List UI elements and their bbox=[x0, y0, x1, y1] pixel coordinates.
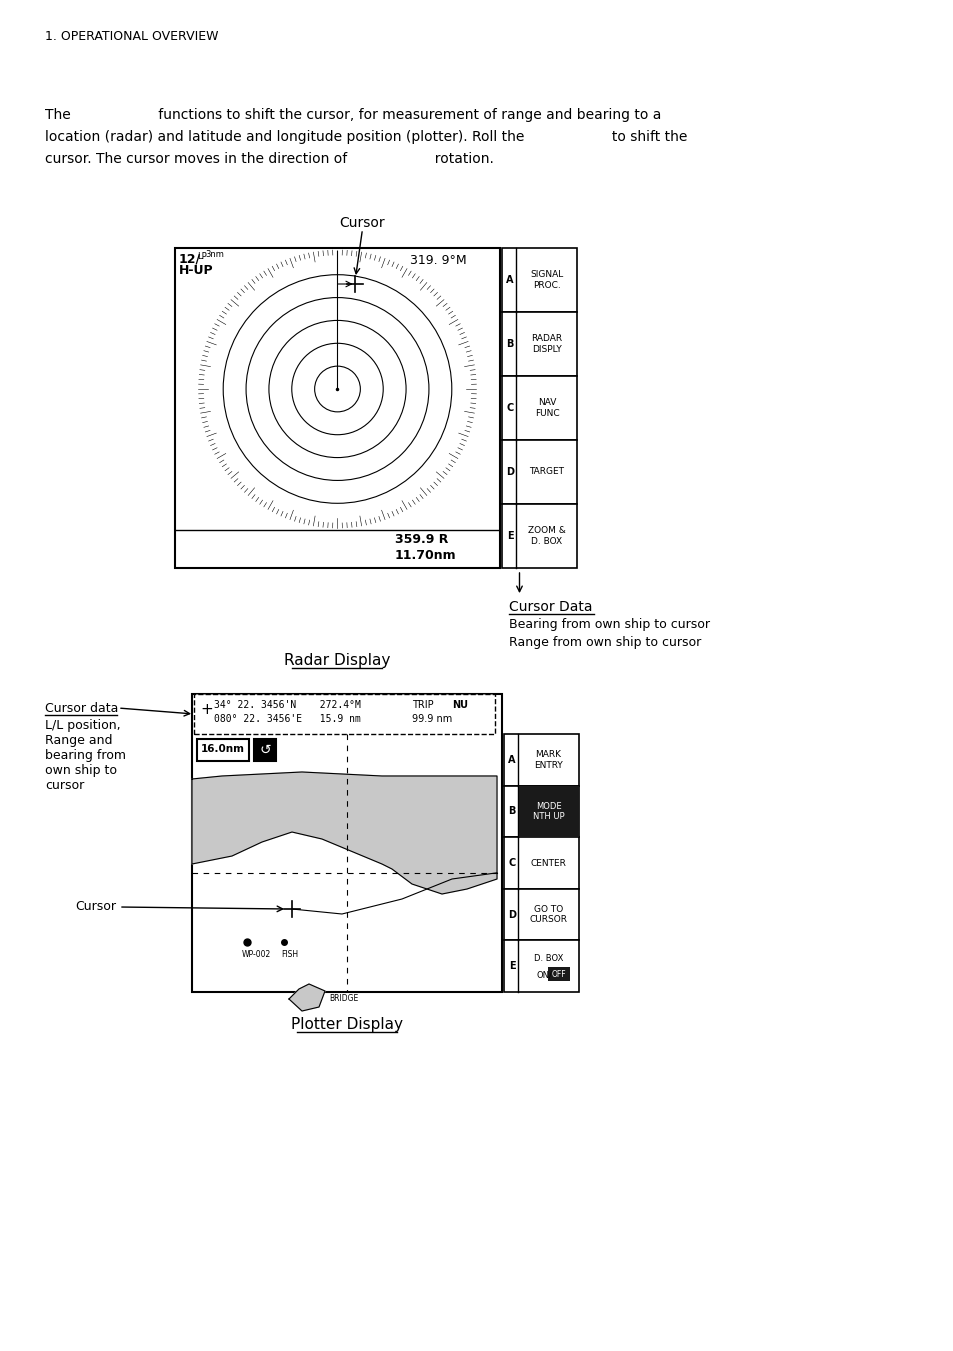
Text: The                    functions to shift the cursor, for measurement of range a: The functions to shift the cursor, for m… bbox=[45, 108, 660, 122]
Text: ↺: ↺ bbox=[259, 743, 271, 757]
Polygon shape bbox=[289, 984, 325, 1011]
Bar bbox=[192, 694, 501, 992]
Text: B: B bbox=[508, 807, 516, 816]
Text: CENTER: CENTER bbox=[530, 858, 566, 867]
Bar bbox=[503, 889, 578, 940]
Bar bbox=[501, 440, 577, 504]
Bar bbox=[193, 694, 495, 734]
Bar bbox=[253, 739, 275, 761]
Text: NAV
FUNC: NAV FUNC bbox=[534, 399, 558, 417]
Text: E: E bbox=[506, 531, 513, 540]
Text: LP: LP bbox=[196, 253, 207, 261]
Text: Range from own ship to cursor: Range from own ship to cursor bbox=[509, 636, 701, 648]
Text: 319. 9°M: 319. 9°M bbox=[410, 254, 466, 267]
Text: SIGNAL
PROC.: SIGNAL PROC. bbox=[530, 270, 563, 289]
Bar bbox=[518, 785, 578, 838]
Bar bbox=[547, 967, 569, 981]
Text: 080° 22. 3456'E   15.9 nm: 080° 22. 3456'E 15.9 nm bbox=[213, 713, 360, 724]
Text: B: B bbox=[506, 339, 513, 349]
Text: Radar Display: Radar Display bbox=[284, 653, 391, 667]
Text: TRIP: TRIP bbox=[412, 700, 434, 711]
Text: +: + bbox=[200, 703, 213, 717]
Text: 11.70nm: 11.70nm bbox=[395, 549, 456, 562]
Text: C: C bbox=[508, 858, 515, 867]
Bar bbox=[501, 249, 577, 312]
Bar bbox=[501, 504, 577, 567]
Text: 34° 22. 3456'N    272.4°M: 34° 22. 3456'N 272.4°M bbox=[213, 700, 360, 711]
Text: ZOOM &
D. BOX: ZOOM & D. BOX bbox=[528, 527, 565, 546]
Text: D: D bbox=[507, 909, 516, 920]
Text: Cursor: Cursor bbox=[75, 901, 116, 913]
Text: MODE
NTH UP: MODE NTH UP bbox=[532, 801, 564, 821]
Text: cursor. The cursor moves in the direction of                    rotation.: cursor. The cursor moves in the directio… bbox=[45, 153, 494, 166]
Text: 16.0nm: 16.0nm bbox=[201, 744, 245, 754]
Bar bbox=[501, 312, 577, 376]
Text: D: D bbox=[505, 467, 514, 477]
Text: Bearing from own ship to cursor: Bearing from own ship to cursor bbox=[509, 617, 710, 631]
Text: GO TO
CURSOR: GO TO CURSOR bbox=[529, 905, 567, 924]
Text: L/L position,
Range and
bearing from
own ship to
cursor: L/L position, Range and bearing from own… bbox=[45, 719, 126, 792]
Text: Plotter Display: Plotter Display bbox=[291, 1017, 402, 1032]
Text: 1. OPERATIONAL OVERVIEW: 1. OPERATIONAL OVERVIEW bbox=[45, 30, 218, 43]
Text: C: C bbox=[506, 403, 513, 413]
Text: Cursor: Cursor bbox=[339, 216, 385, 230]
Text: location (radar) and latitude and longitude position (plotter). Roll the        : location (radar) and latitude and longit… bbox=[45, 130, 687, 145]
Text: A: A bbox=[506, 276, 514, 285]
Text: H-UP: H-UP bbox=[179, 263, 213, 277]
Polygon shape bbox=[192, 771, 497, 894]
Text: Cursor data: Cursor data bbox=[45, 703, 118, 715]
Text: 12/: 12/ bbox=[179, 253, 201, 265]
Text: A: A bbox=[508, 755, 516, 765]
Bar bbox=[174, 249, 499, 567]
Text: NU: NU bbox=[452, 700, 468, 711]
Bar bbox=[503, 838, 578, 889]
Text: 359.9 R: 359.9 R bbox=[395, 534, 448, 546]
Bar bbox=[503, 785, 578, 838]
Text: RADAR
DISPLY: RADAR DISPLY bbox=[531, 334, 562, 354]
Text: D. BOX: D. BOX bbox=[534, 954, 562, 963]
Text: FISH: FISH bbox=[281, 950, 297, 959]
Text: OFF: OFF bbox=[551, 970, 566, 978]
Text: MARK
ENTRY: MARK ENTRY bbox=[534, 750, 562, 770]
Text: ON/: ON/ bbox=[536, 971, 552, 979]
Bar bbox=[503, 734, 578, 785]
Text: 99.9 nm: 99.9 nm bbox=[412, 713, 452, 724]
Bar bbox=[503, 940, 578, 992]
Text: BRIDGE: BRIDGE bbox=[329, 994, 358, 1002]
Bar bbox=[501, 376, 577, 440]
Text: TARGET: TARGET bbox=[529, 467, 564, 477]
Bar bbox=[196, 739, 249, 761]
Text: Cursor Data: Cursor Data bbox=[509, 600, 593, 613]
Text: 3nm: 3nm bbox=[205, 250, 224, 259]
Text: WP-002: WP-002 bbox=[242, 950, 271, 959]
Text: E: E bbox=[508, 961, 515, 971]
